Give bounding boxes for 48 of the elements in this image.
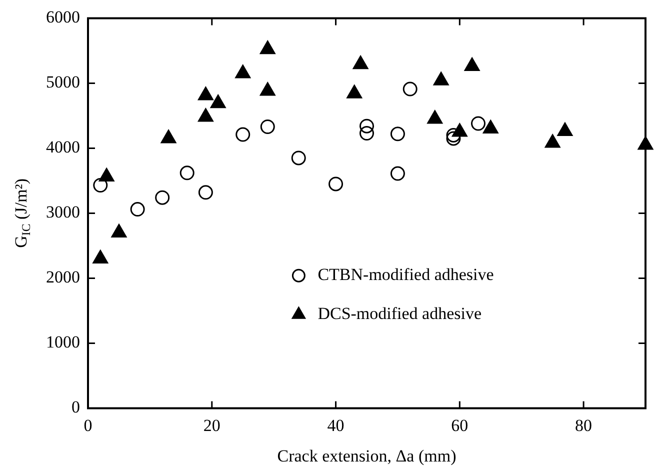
point bbox=[130, 202, 145, 217]
point bbox=[260, 120, 275, 134]
point bbox=[98, 168, 114, 182]
point bbox=[464, 58, 480, 72]
point bbox=[155, 190, 170, 205]
point bbox=[427, 110, 443, 124]
point bbox=[236, 127, 250, 142]
y-tick-label: 4000 bbox=[46, 138, 80, 157]
point bbox=[390, 166, 405, 181]
point bbox=[346, 84, 362, 98]
point bbox=[557, 122, 573, 136]
y-tick-label: 2000 bbox=[46, 268, 80, 287]
point bbox=[352, 56, 368, 70]
point bbox=[433, 72, 449, 86]
point bbox=[235, 64, 251, 78]
point bbox=[198, 185, 213, 200]
point bbox=[291, 150, 306, 166]
y-tick-label: 3000 bbox=[46, 202, 80, 222]
legend-label: DCS-modified adhesive bbox=[318, 304, 482, 324]
y-tick-label: 5000 bbox=[46, 72, 80, 92]
point bbox=[390, 126, 405, 142]
point bbox=[160, 130, 176, 144]
legend-label: CTBN-modified adhesive bbox=[318, 265, 494, 284]
point bbox=[260, 40, 276, 54]
point bbox=[198, 86, 214, 100]
point bbox=[93, 178, 108, 192]
point bbox=[328, 176, 344, 192]
x-tick-label: 20 bbox=[203, 416, 220, 435]
point bbox=[446, 131, 461, 146]
y-tick-label: 6000 bbox=[46, 8, 80, 27]
x-axis-title: Crack extension, Δa (mm) bbox=[277, 446, 456, 466]
point bbox=[198, 108, 214, 122]
y-tick-label: 1000 bbox=[46, 332, 80, 352]
point bbox=[360, 126, 374, 140]
point bbox=[360, 118, 374, 134]
point bbox=[260, 82, 276, 96]
x-tick-label: 80 bbox=[575, 416, 592, 435]
point bbox=[544, 134, 560, 148]
y-axis-title: GIC (J/m²) bbox=[11, 178, 34, 248]
y-tick-label: 0 bbox=[72, 398, 80, 417]
point bbox=[446, 128, 461, 142]
point bbox=[471, 116, 486, 131]
point bbox=[482, 120, 498, 134]
point bbox=[210, 94, 226, 108]
x-tick-label: 40 bbox=[327, 416, 344, 435]
point bbox=[180, 166, 194, 180]
x-tick-label: 60 bbox=[451, 416, 468, 435]
x-tick-label: 0 bbox=[84, 416, 92, 435]
